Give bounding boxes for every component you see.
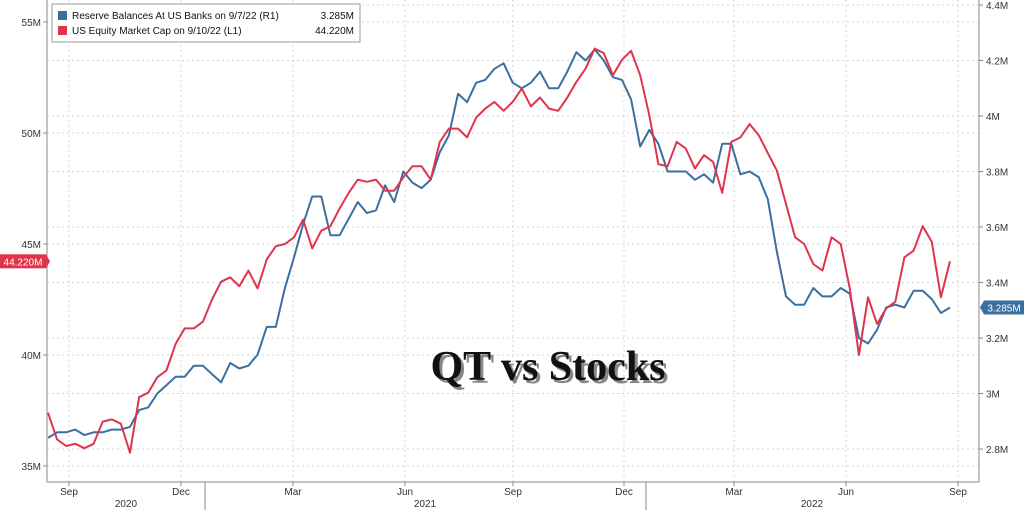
right-tick-label: 3.8M: [986, 168, 1008, 179]
chart-title: QT vs Stocks QT vs Stocks: [431, 344, 669, 393]
right-tick-label: 3.6M: [986, 223, 1008, 234]
badge-left-label: 44.220M: [4, 257, 43, 268]
right-tick-label: 4.4M: [986, 1, 1008, 12]
x-tick-label: Sep: [504, 487, 522, 498]
left-axis-ticks: 35M 40M 45M 50M 55M: [22, 18, 47, 473]
badge-right-bg: [984, 300, 1024, 315]
left-tick-label: 55M: [22, 18, 41, 29]
legend: Reserve Balances At US Banks on 9/7/22 (…: [51, 3, 361, 43]
x-tick-label: Mar: [284, 487, 302, 498]
badge-left-bg: [0, 254, 46, 269]
legend-value-equity: 44.220M: [315, 26, 354, 37]
x-tick-label: Sep: [60, 487, 78, 498]
right-tick-label: 3.2M: [986, 334, 1008, 345]
legend-swatch-equity: [58, 26, 67, 35]
x-tick-label: Mar: [725, 487, 743, 498]
legend-label-reserves: Reserve Balances At US Banks on 9/7/22 (…: [72, 11, 279, 22]
x-tick-label: Sep: [949, 487, 967, 498]
chart-title-text: QT vs Stocks: [431, 344, 666, 390]
legend-label-equity: US Equity Market Cap on 9/10/22 (L1): [72, 26, 242, 37]
right-axis-ticks: 2.8M 3M 3.2M 3.4M 3.6M 3.8M 4M 4.2M 4.4M: [979, 1, 1008, 456]
year-label: 2022: [801, 499, 824, 510]
left-tick-label: 50M: [22, 129, 41, 140]
right-tick-label: 3.4M: [986, 279, 1008, 290]
series-line-equity-market-cap: [47, 47, 951, 454]
right-tick-label: 2.8M: [986, 445, 1008, 456]
x-tick-label: Dec: [615, 487, 633, 498]
x-tick-label: Dec: [172, 487, 190, 498]
badge-right-pointer: [980, 300, 984, 315]
last-value-badges: 3.285M 44.220M: [0, 254, 1024, 315]
x-tick-label: Jun: [838, 487, 854, 498]
left-tick-label: 40M: [22, 351, 41, 362]
year-label: 2020: [115, 499, 138, 510]
right-tick-label: 4M: [986, 112, 1000, 123]
series-lines: [47, 47, 951, 454]
x-axis-ticks: Sep Dec Mar Jun Sep Dec Mar Jun Sep 2020 2021 2022: [60, 482, 967, 510]
right-tick-label: 4.2M: [986, 57, 1008, 68]
chart-title-shadow: QT vs Stocks: [434, 347, 669, 393]
series-line-reserve-balances: [47, 48, 951, 439]
left-tick-label: 35M: [22, 462, 41, 473]
legend-value-reserves: 3.285M: [321, 11, 354, 22]
legend-box: [51, 3, 361, 43]
grid: [47, 0, 979, 482]
right-tick-label: 3M: [986, 390, 1000, 401]
left-tick-label: 45M: [22, 240, 41, 251]
legend-swatch-reserves: [58, 11, 67, 20]
badge-left-pointer: [46, 254, 50, 269]
badge-right-label: 3.285M: [987, 303, 1020, 314]
year-label: 2021: [414, 499, 437, 510]
x-tick-label: Jun: [397, 487, 413, 498]
